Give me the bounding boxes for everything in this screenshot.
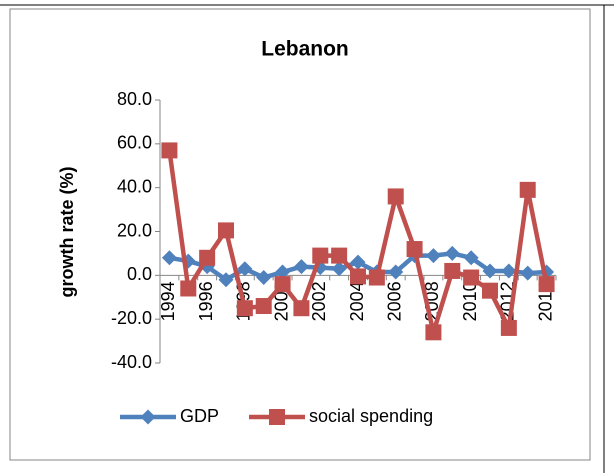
- data-point: [350, 254, 366, 270]
- x-tick-label: 2006: [384, 281, 404, 321]
- data-point: [293, 259, 309, 275]
- y-axis-title: growth rate (%): [57, 166, 77, 297]
- data-point: [368, 269, 385, 286]
- data-point: [444, 245, 460, 261]
- data-point: [312, 247, 329, 264]
- y-tick-label: -40.0: [111, 352, 152, 372]
- data-point: [463, 269, 480, 286]
- y-tick-label: 0.0: [127, 264, 152, 284]
- data-point: [500, 319, 517, 336]
- data-point: [463, 250, 479, 266]
- legend-label: social spending: [309, 406, 433, 426]
- data-point: [538, 276, 555, 293]
- data-point: [237, 261, 253, 277]
- data-point: [444, 262, 461, 279]
- data-point: [161, 142, 178, 159]
- legend-marker: [269, 409, 286, 425]
- data-point: [425, 248, 441, 264]
- data-point: [388, 264, 404, 280]
- data-point: [293, 300, 310, 317]
- data-point: [236, 300, 253, 317]
- y-tick-label: 60.0: [117, 133, 152, 153]
- y-tick-label: 80.0: [117, 89, 152, 109]
- data-point: [425, 324, 442, 341]
- y-tick-label: 40.0: [117, 176, 152, 196]
- x-tick-label: 1994: [158, 281, 178, 321]
- data-point: [256, 270, 272, 286]
- data-point: [520, 265, 536, 281]
- data-point: [218, 222, 234, 239]
- data-point: [180, 280, 197, 297]
- chart-border: [9, 8, 591, 461]
- data-point: [350, 268, 366, 285]
- data-point: [199, 249, 216, 266]
- legend-marker: [140, 409, 156, 425]
- x-tick-label: 2002: [309, 281, 329, 321]
- data-point: [274, 276, 291, 293]
- data-point: [275, 264, 291, 280]
- data-point: [218, 272, 234, 288]
- data-point: [331, 261, 347, 277]
- data-point: [255, 298, 272, 315]
- data-point: [482, 282, 498, 299]
- data-point: [501, 263, 517, 279]
- x-tick-label: 2010: [460, 281, 480, 321]
- data-point: [387, 188, 404, 205]
- x-tick-label: 2004: [347, 281, 367, 321]
- data-point: [161, 250, 177, 266]
- y-tick-label: 20.0: [117, 220, 152, 240]
- data-point: [331, 247, 348, 264]
- legend-label: GDP: [180, 406, 219, 426]
- x-tick-label: 1996: [196, 281, 216, 321]
- y-tick-label: -20.0: [111, 308, 152, 328]
- data-point: [406, 241, 423, 258]
- data-point: [519, 181, 536, 198]
- chart-title: Lebanon: [261, 38, 349, 61]
- data-point: [482, 263, 498, 279]
